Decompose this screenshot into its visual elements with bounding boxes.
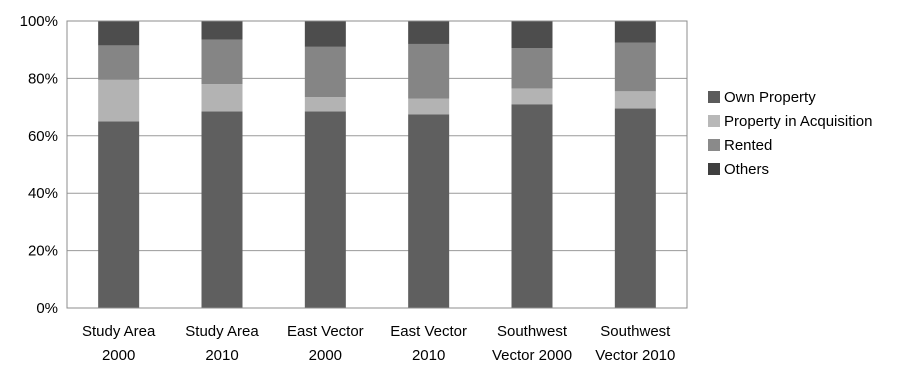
bar-segment (511, 88, 553, 105)
bar-segment (98, 121, 140, 308)
bar-segment (201, 21, 243, 40)
plot-frame (66, 20, 688, 309)
bar-segment (511, 21, 553, 49)
x-category-label: East Vector (287, 323, 364, 340)
legend-swatch (708, 139, 720, 151)
legend-label: Rented (724, 137, 772, 154)
bar-segment (614, 108, 656, 308)
bar-segment (614, 42, 656, 92)
bar-segment (614, 21, 656, 43)
bar-segment (408, 21, 450, 44)
bars (98, 21, 656, 309)
y-axis-ticks: 0% 20% 40% 60% 80% 100% (20, 13, 58, 317)
x-axis-categories: Study Area 2000 Study Area 2010 East Vector 2… (82, 323, 675, 364)
x-category-label: Study Area (82, 323, 156, 340)
bar-segment (304, 46, 346, 98)
y-tick-label: 80% (28, 70, 58, 87)
bar-segment (511, 104, 553, 308)
bar-segment (304, 111, 346, 308)
x-category-label: 2000 (309, 347, 342, 364)
bar-segment (201, 111, 243, 308)
bar-segment (304, 21, 346, 47)
bar-segment (408, 43, 450, 99)
bar-segment (201, 39, 243, 85)
legend-swatch (708, 115, 720, 127)
x-category-label: Vector 2010 (595, 347, 675, 364)
bar-segment (614, 91, 656, 109)
bar-segment (201, 84, 243, 112)
x-category-label: Southwest (600, 323, 671, 340)
y-tick-label: 0% (36, 300, 58, 317)
y-tick-label: 20% (28, 243, 58, 260)
legend: Own Property Property in Acquisition Rente… (708, 89, 872, 178)
bar-segment (511, 48, 553, 89)
x-category-label: Study Area (185, 323, 259, 340)
bar-segment (98, 21, 140, 46)
bar-segment (304, 97, 346, 112)
legend-label: Own Property (724, 89, 816, 106)
x-category-label: 2000 (102, 347, 135, 364)
x-category-label: 2010 (205, 347, 238, 364)
y-tick-label: 60% (28, 128, 58, 145)
x-category-label: Southwest (497, 323, 568, 340)
x-category-label: Vector 2000 (492, 347, 572, 364)
y-tick-label: 40% (28, 185, 58, 202)
bar-segment (408, 114, 450, 309)
legend-label: Others (724, 161, 769, 178)
legend-label: Property in Acquisition (724, 113, 872, 130)
bar-segment (98, 79, 140, 122)
gridlines (67, 77, 687, 252)
legend-swatch (708, 91, 720, 103)
bar-segment (408, 98, 450, 115)
x-category-label: 2010 (412, 347, 445, 364)
legend-swatch (708, 163, 720, 175)
x-category-label: East Vector (390, 323, 467, 340)
y-tick-label: 100% (20, 13, 58, 30)
bar-segment (98, 45, 140, 80)
